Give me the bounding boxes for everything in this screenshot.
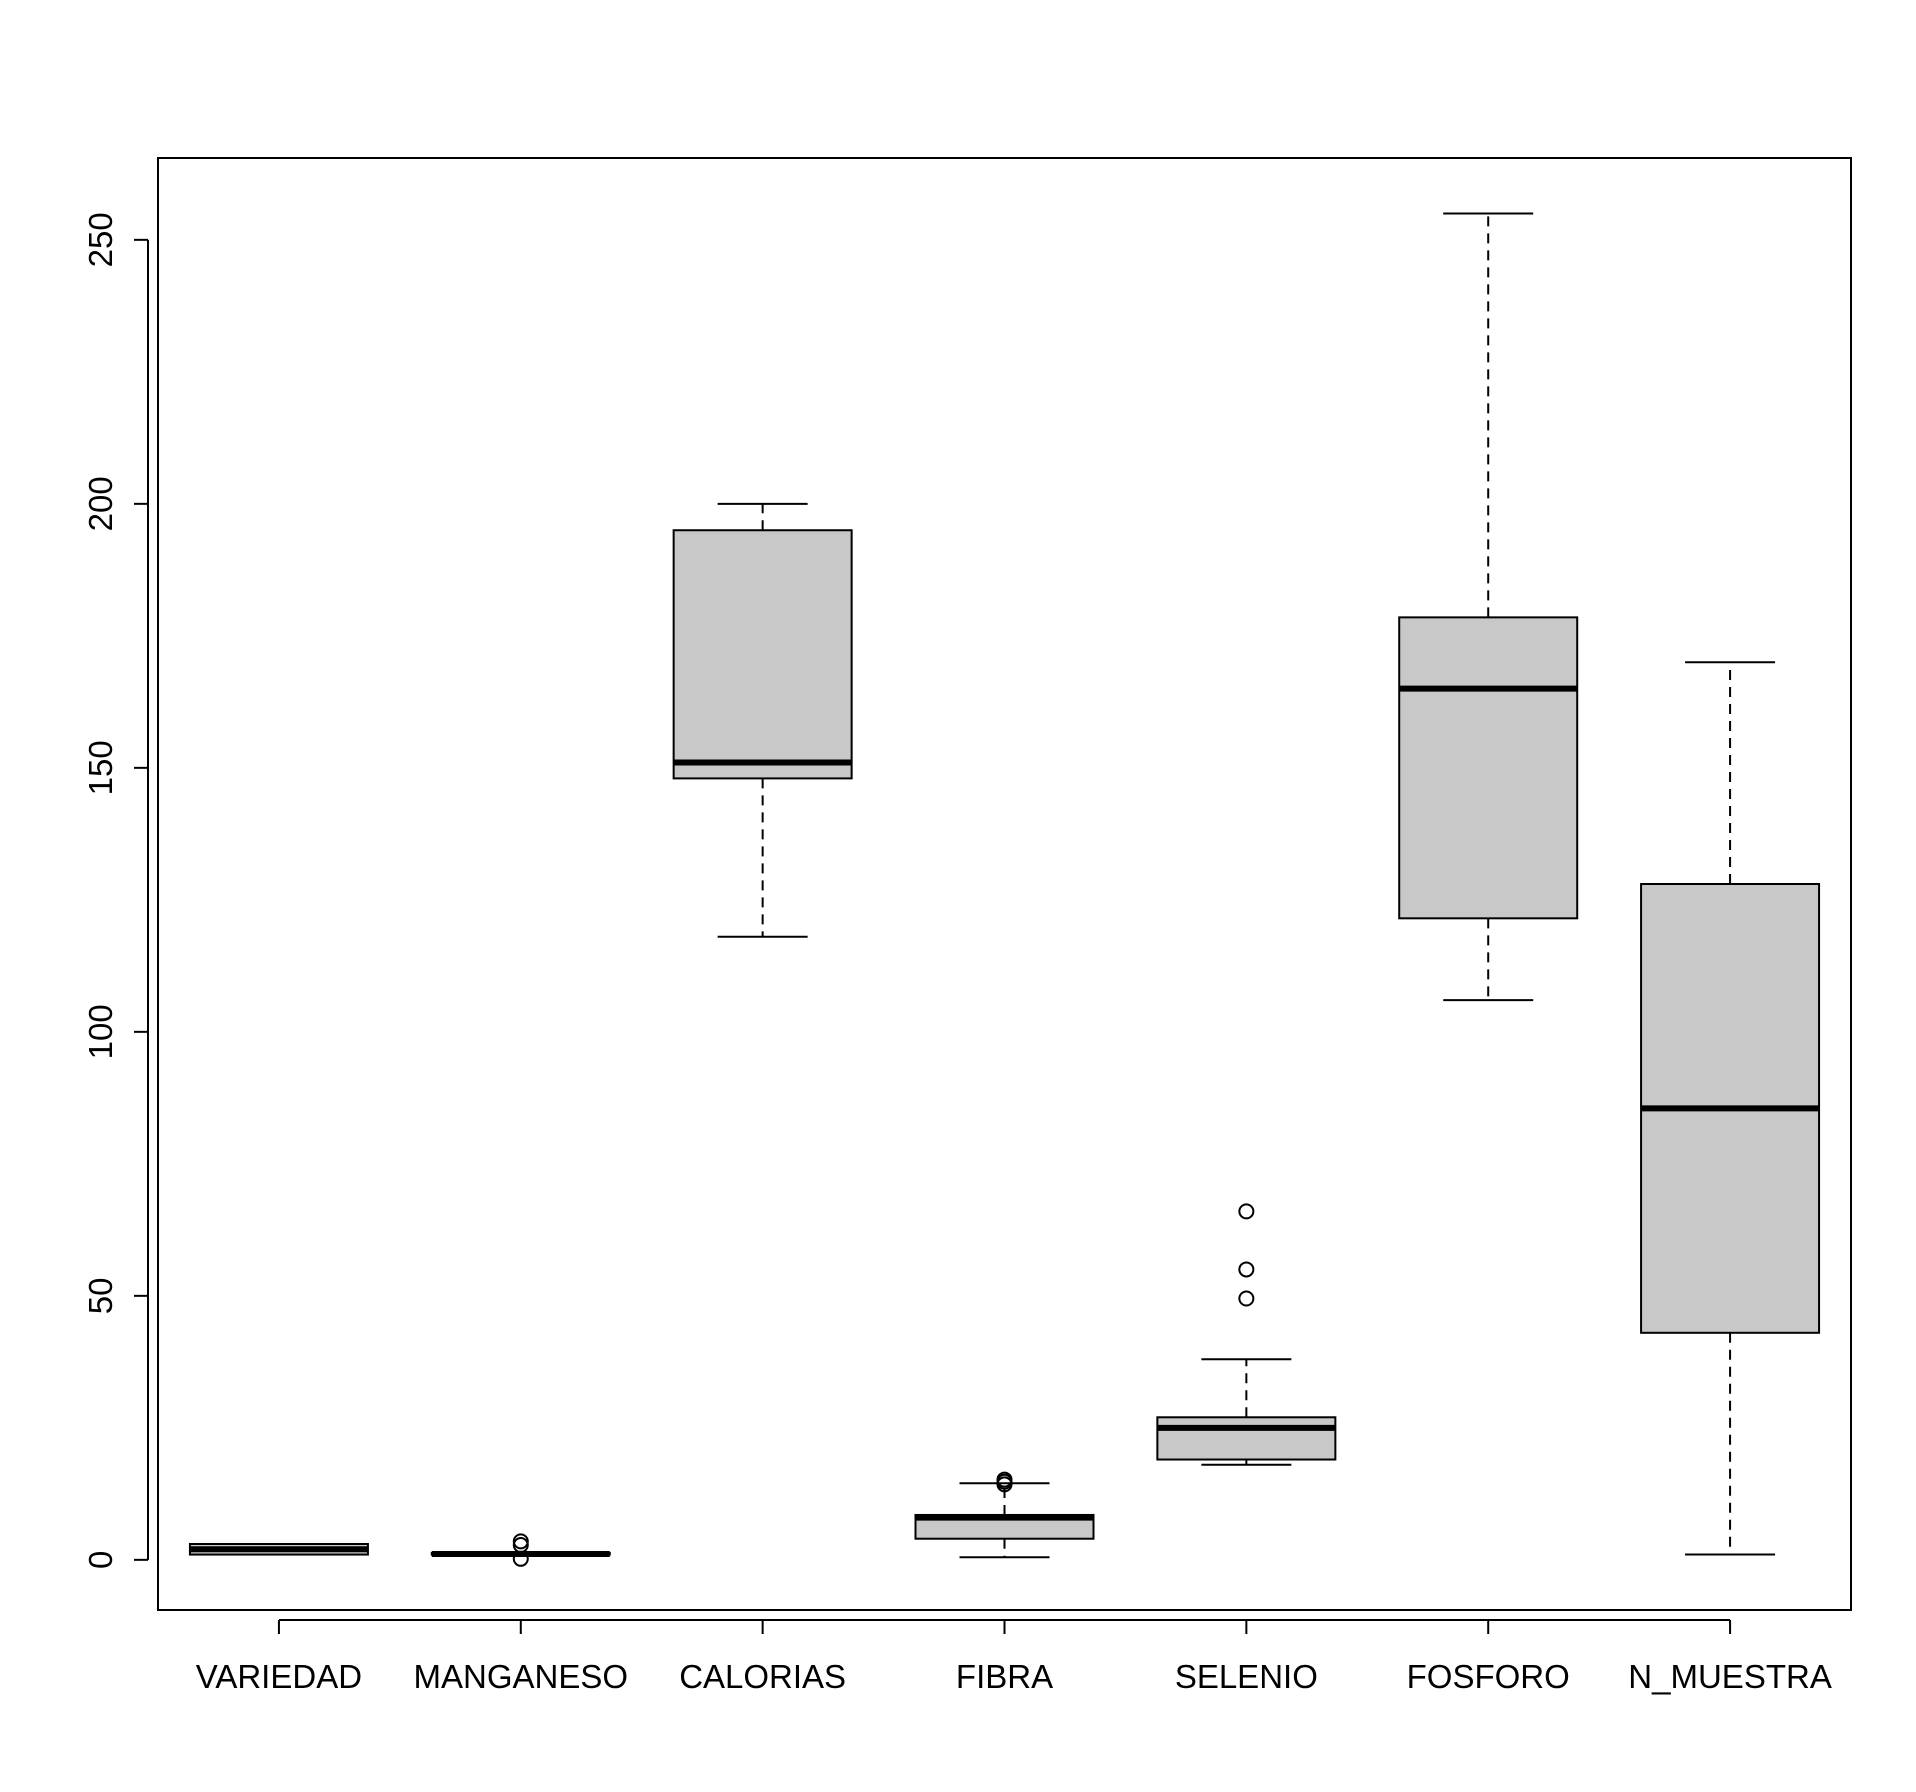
y-axis: 0 50 100 150 200 250	[82, 212, 149, 1569]
box-selenio	[1156, 1203, 1337, 1466]
y-tick-label: 50	[82, 1277, 119, 1314]
box-variedad	[188, 1543, 369, 1556]
y-tick-label: 0	[82, 1551, 119, 1569]
x-tick-label: VARIEDAD	[196, 1658, 362, 1695]
x-tick-label: FOSFORO	[1407, 1658, 1570, 1695]
box-n_muestra	[1640, 661, 1821, 1556]
box-manganeso	[430, 1533, 611, 1567]
x-axis: VARIEDAD MANGANESO CALORIAS FIBRA SELENIO FOS…	[196, 1619, 1832, 1695]
outlier-point	[1238, 1261, 1255, 1278]
x-tick-label: FIBRA	[956, 1658, 1053, 1695]
x-tick-label: N_MUESTRA	[1628, 1658, 1832, 1695]
box-series	[188, 212, 1821, 1567]
box-calorias	[672, 502, 853, 938]
y-tick-label: 250	[82, 212, 119, 267]
box-iqr	[1398, 616, 1579, 920]
x-tick-label: SELENIO	[1175, 1658, 1318, 1695]
y-tick-label: 150	[82, 740, 119, 795]
box-iqr	[672, 529, 853, 780]
y-tick-label: 100	[82, 1004, 119, 1059]
y-tick-label: 200	[82, 476, 119, 531]
x-tick-label: MANGANESO	[414, 1658, 629, 1695]
outlier-point	[996, 1471, 1013, 1488]
box-fosforo	[1398, 212, 1579, 1002]
outlier-point	[512, 1533, 529, 1550]
box-iqr	[1156, 1416, 1337, 1461]
outlier-point	[1238, 1203, 1255, 1220]
box-fibra	[914, 1471, 1095, 1559]
outlier-point	[1238, 1290, 1255, 1307]
plot-frame	[157, 157, 1852, 1611]
x-tick-label: CALORIAS	[679, 1658, 846, 1695]
